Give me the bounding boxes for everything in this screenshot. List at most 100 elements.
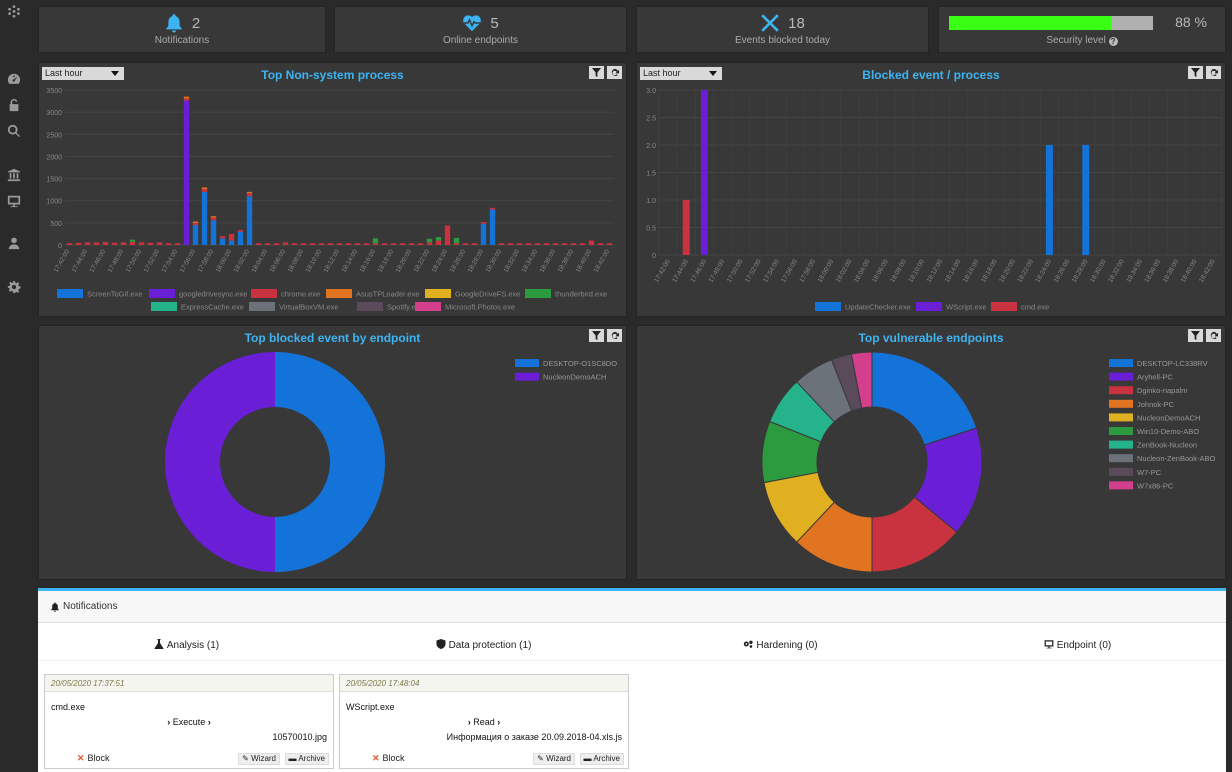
logo-icon[interactable] (5, 2, 23, 20)
bar (435, 237, 442, 241)
legend-swatch (57, 289, 83, 298)
unlock-icon[interactable] (5, 96, 23, 114)
tab-analysis[interactable]: Analysis (1) (38, 631, 335, 661)
bar (219, 236, 226, 239)
wizard-label: Wizard (251, 754, 276, 763)
kpi-events-blocked[interactable]: 18 Events blocked today (636, 6, 929, 53)
kpi-online-endpoints[interactable]: 5 Online endpoints (334, 6, 627, 53)
kpi-notifications[interactable]: 2 Notifications (38, 6, 326, 53)
time-range-select[interactable]: Last hour (42, 67, 124, 80)
filter-icon (1191, 331, 1200, 340)
legend-label: thunderbird.exe (555, 290, 607, 299)
legend-label: Johnok-PC (1137, 400, 1175, 409)
bar (129, 241, 136, 245)
refresh-button[interactable] (607, 66, 622, 79)
x-tick-label: 17:52:00 (143, 248, 162, 274)
institution-icon[interactable] (5, 166, 23, 184)
x-tick-label: 18:04:00 (853, 258, 872, 284)
tab-endpoint[interactable]: Endpoint (0) (929, 631, 1226, 661)
refresh-button[interactable] (1206, 66, 1221, 79)
tab-hardening-label: Hardening (0) (756, 640, 818, 651)
card-process: WScript.exe (346, 702, 395, 712)
filter-button[interactable] (589, 66, 604, 79)
notifications-header: Notifications (38, 591, 1226, 623)
kpi-blocked-value: 18 (788, 14, 805, 32)
legend-label: Nucleon-ZenBook-ABO (1137, 454, 1216, 463)
search-icon[interactable] (5, 122, 23, 140)
kpi-notifications-value: 2 (191, 14, 201, 32)
settings-gear-icon[interactable] (5, 278, 23, 296)
filter-button[interactable] (1188, 66, 1203, 79)
bar (228, 233, 235, 241)
bar (570, 243, 577, 245)
bar (165, 243, 172, 245)
archive-button[interactable]: ▬ Archive (579, 753, 624, 765)
y-tick-label: 2000 (46, 154, 62, 161)
legend-label: GoogleDriveFS.exe (455, 290, 520, 299)
bar (192, 221, 199, 223)
panel-blocked-event-process: Last hour Blocked event / process 0 0.5 1.… (636, 62, 1226, 317)
refresh-icon (611, 68, 619, 76)
x-tick-label: 18:34:00 (521, 248, 540, 274)
kpi-online-value: 5 (490, 14, 499, 32)
bar (399, 243, 406, 245)
wizard-button[interactable]: ✎ Wizard (238, 753, 280, 765)
x-tick-label: 17:48:00 (708, 258, 727, 284)
block-button[interactable]: ✕ Block (372, 753, 405, 764)
filter-button[interactable] (589, 329, 604, 342)
bar (561, 243, 568, 245)
y-tick-label: 1.0 (646, 198, 656, 205)
bar (246, 196, 253, 245)
archive-button[interactable]: ▬ Archive (284, 753, 329, 765)
flask-icon (154, 639, 164, 649)
panel-top-non-system-process: Last hour Top Non-system process 0 500 100… (38, 62, 627, 317)
heartbeat-icon (463, 15, 482, 32)
x-tick-label: 17:58:00 (798, 258, 817, 284)
bar (111, 242, 118, 245)
x-tick-label: 18:38:00 (557, 248, 576, 274)
legend-swatch (1109, 399, 1133, 408)
bar (345, 243, 352, 245)
bar (228, 240, 235, 245)
refresh-button[interactable] (607, 329, 622, 342)
legend-label: DESKTOP-LC338RV (1137, 359, 1208, 368)
x-tick-label: 18:16:00 (359, 248, 378, 274)
x-tick-label: 18:16:00 (962, 258, 981, 284)
wizard-button[interactable]: ✎ Wizard (533, 753, 575, 765)
archive-icon: ▬ (583, 754, 592, 763)
legend-label: WScript.exe (946, 303, 986, 312)
x-tick-label: 18:00:00 (215, 248, 234, 274)
help-icon[interactable]: ? (1108, 37, 1118, 46)
tab-data-protection[interactable]: Data protection (1) (335, 631, 632, 661)
x-tick-label: 18:12:00 (926, 258, 945, 284)
bar (246, 191, 253, 194)
dashboard-icon[interactable] (5, 70, 23, 88)
x-tick-label: 18:38:00 (1162, 258, 1181, 284)
monitor-icon[interactable] (5, 192, 23, 210)
legend-label: chrome.exe (281, 290, 320, 299)
tab-hardening[interactable]: Hardening (0) (632, 631, 929, 661)
filter-button[interactable] (1188, 329, 1203, 342)
user-icon[interactable] (5, 234, 23, 252)
x-tick-label: 18:08:00 (287, 248, 306, 274)
block-label: Block (382, 753, 405, 763)
legend-label: Win10-Demo-ABO (1137, 427, 1199, 436)
bar (372, 243, 379, 245)
security-level-label: Security level (1046, 35, 1106, 46)
wizard-label: Wizard (546, 754, 571, 763)
kpi-security-level[interactable]: 88 % Security level ? (938, 6, 1226, 53)
time-range-select[interactable]: Last hour (640, 67, 722, 80)
x-tick-label: 17:50:00 (726, 258, 745, 284)
bar (480, 221, 487, 224)
bar (183, 98, 190, 101)
bar (372, 238, 379, 244)
bar (471, 243, 478, 245)
donut-slice (850, 351, 873, 409)
bar (129, 239, 136, 242)
gears-icon (744, 640, 754, 648)
notification-card: 20/05/2020 17:37:51 cmd.exe › Execute › … (44, 674, 334, 769)
legend-swatch (525, 289, 551, 298)
block-button[interactable]: ✕ Block (77, 753, 110, 764)
bell-icon (166, 14, 182, 33)
refresh-button[interactable] (1206, 329, 1221, 342)
